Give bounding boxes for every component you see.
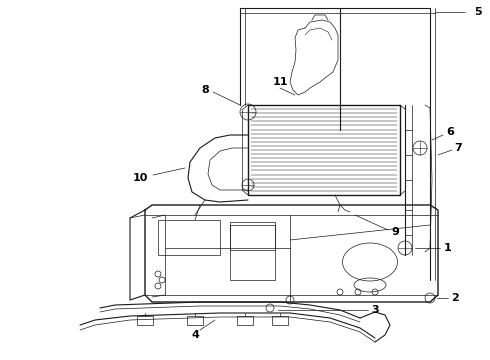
Text: 6: 6: [446, 127, 454, 137]
Bar: [187, 316, 203, 325]
Text: 10: 10: [132, 173, 147, 183]
Text: 11: 11: [272, 77, 288, 87]
Bar: [237, 316, 253, 325]
Text: 5: 5: [474, 7, 482, 17]
Bar: [137, 316, 153, 325]
Text: 9: 9: [391, 227, 399, 237]
Text: 1: 1: [444, 243, 452, 253]
Text: 4: 4: [191, 330, 199, 340]
Bar: [230, 225, 275, 250]
Text: 8: 8: [201, 85, 209, 95]
Bar: [272, 316, 288, 325]
Bar: [158, 220, 220, 255]
Text: 3: 3: [371, 305, 379, 315]
Text: 7: 7: [454, 143, 462, 153]
Bar: [230, 222, 275, 280]
Text: 2: 2: [451, 293, 459, 303]
